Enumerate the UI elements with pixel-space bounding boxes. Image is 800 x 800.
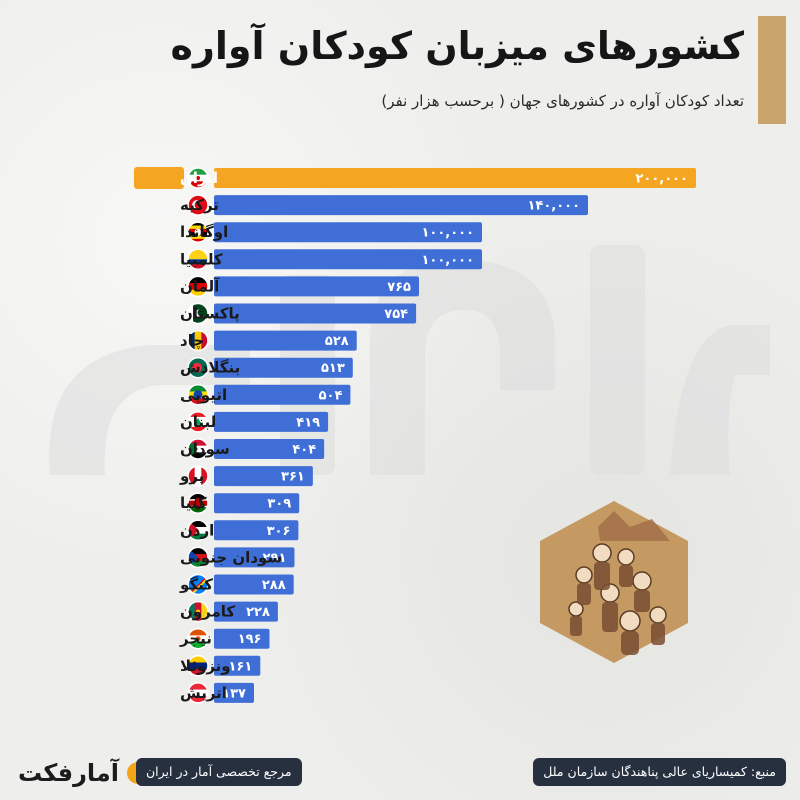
- country-label: بنگلادش: [180, 359, 240, 377]
- value-label: ۷۵۴: [384, 307, 408, 322]
- colombia-flag: [187, 248, 209, 271]
- bar: [214, 439, 325, 459]
- ethiopia-flag: [187, 384, 209, 406]
- bar: [214, 411, 329, 432]
- chad-flag: [187, 329, 209, 352]
- sudan-flag: [187, 438, 209, 460]
- peru-flag: [187, 465, 209, 487]
- country-label: اردن: [180, 521, 214, 539]
- page-subtitle: تعداد کودکان آواره در کشورهای جهان ( برح…: [381, 92, 744, 110]
- country-label: اتیوپی: [180, 386, 227, 405]
- country-label: ونزوئلا: [180, 657, 231, 675]
- value-label: ۲۰۰,۰۰۰: [635, 172, 688, 187]
- country-label: نیجر: [179, 630, 212, 648]
- country-label: کنگو: [179, 576, 213, 594]
- kenya-flag: [187, 492, 209, 514]
- country-label: پرو: [179, 467, 204, 486]
- value-label: ۲۹۱: [263, 551, 287, 566]
- country-label: کامرون: [180, 603, 235, 621]
- value-label: ۲۸۸: [262, 578, 286, 593]
- title-accent-bar: [758, 16, 786, 124]
- country-label: اوگاندا: [180, 223, 228, 241]
- austria-flag: [187, 682, 209, 704]
- country-label: لبنان: [180, 413, 216, 431]
- country-label: چاد: [180, 332, 204, 351]
- value-label: ۱۳۷: [222, 686, 246, 701]
- brand-name: آمارفکت: [18, 759, 119, 787]
- value-label: ۱۴۰,۰۰۰: [527, 199, 580, 214]
- bar: [214, 168, 696, 188]
- bar: [214, 574, 294, 595]
- highlight-label-bg: [134, 167, 184, 189]
- value-label: ۴۱۹: [296, 415, 320, 430]
- lebanon-flag: [187, 411, 209, 433]
- value-label: ۴۰۴: [292, 443, 316, 458]
- bar: [214, 547, 295, 568]
- congo-flag: [187, 573, 209, 596]
- bar: [214, 276, 419, 297]
- bar: [214, 249, 482, 270]
- iran-flag: [187, 167, 209, 189]
- cameroon-flag: [187, 600, 209, 623]
- bar: [214, 655, 261, 676]
- bar: [214, 357, 353, 378]
- bar: [214, 330, 357, 351]
- source-note: منبع: کمیساریای عالی پناهندگان سازمان مل…: [533, 758, 786, 786]
- value-label: ۳۰۶: [267, 524, 291, 539]
- bar: [214, 520, 299, 541]
- germany-flag: [187, 275, 209, 298]
- south-sudan-flag: [187, 546, 209, 569]
- country-label: پاکستان: [180, 305, 240, 324]
- country-label: ایران: [180, 169, 218, 187]
- bar: [214, 466, 313, 487]
- bar: [214, 682, 254, 703]
- value-label: ۱۶۱: [228, 659, 252, 674]
- value-label: ۱۰۰,۰۰۰: [421, 253, 474, 268]
- value-label: ۱۰۰,۰۰۰: [421, 226, 474, 241]
- value-label: ۳۰۹: [267, 497, 291, 512]
- brand-tagline: مرجع تخصصی آمار در ایران: [136, 758, 302, 786]
- value-label: ۳۶۱: [281, 470, 305, 485]
- country-label: اتریش: [180, 684, 227, 702]
- bar: [214, 493, 300, 514]
- value-label: ۲۲۸: [246, 605, 270, 620]
- bar: [214, 384, 351, 405]
- bar: [214, 222, 482, 243]
- country-label: سودان: [180, 440, 230, 458]
- pakistan-flag: [187, 302, 209, 325]
- niger-flag: [187, 627, 209, 650]
- value-label: ۵۰۴: [319, 388, 343, 403]
- displaced-children-illustration: [540, 501, 688, 663]
- bangladesh-flag: [187, 356, 209, 379]
- country-label: کلمبیا: [180, 250, 223, 268]
- value-label: ۱۹۶: [238, 632, 262, 647]
- value-label: ۵۱۳: [321, 361, 345, 376]
- bar: [214, 303, 417, 324]
- turkey-flag: [187, 194, 209, 216]
- bar-chart: ۲۰۰,۰۰۰ ایران ۱۴۰,۰۰۰ ترکیه ۱۰۰,۰۰۰ اوگاندا ۱۰…: [134, 167, 696, 704]
- brand-logo[interactable]: آمارفکت: [18, 755, 149, 791]
- value-label: ۵۲۸: [325, 334, 349, 349]
- page-title: کشورهای میزبان کودکان آواره: [170, 24, 744, 68]
- country-label: ترکیه: [180, 196, 219, 214]
- bar: [214, 195, 588, 216]
- bar: [214, 601, 278, 622]
- uganda-flag: [187, 221, 209, 243]
- country-label: آلمان: [180, 277, 220, 295]
- venezuela-flag: [187, 655, 209, 677]
- country-label: سودان جنوبی: [180, 548, 282, 566]
- country-label: کنیا: [180, 494, 207, 512]
- value-label: ۷۶۵: [387, 280, 411, 295]
- jordan-flag: [187, 519, 209, 542]
- bar: [214, 628, 270, 649]
